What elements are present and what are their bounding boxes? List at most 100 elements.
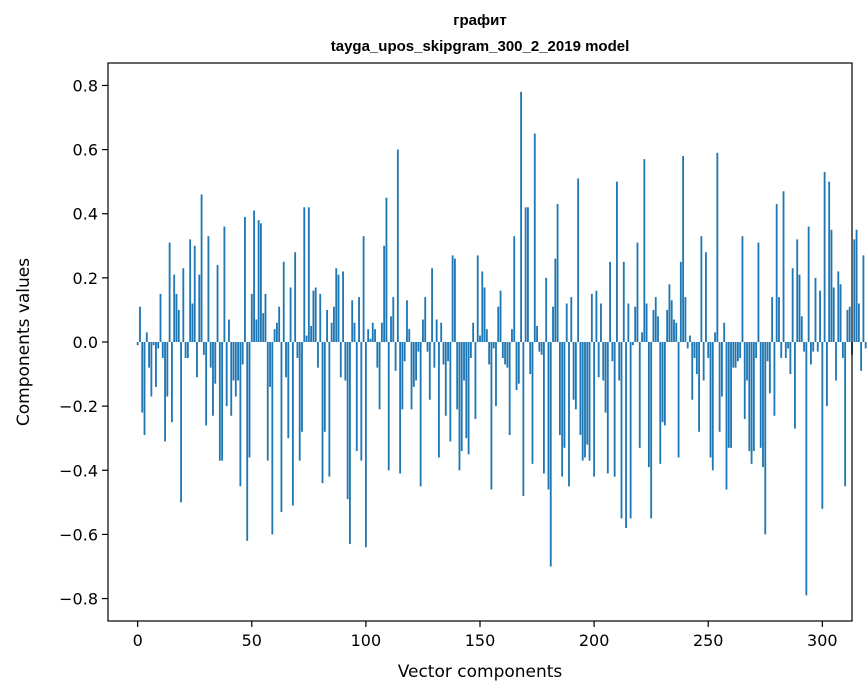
bar	[677, 342, 680, 458]
bar	[643, 159, 646, 342]
bar	[385, 197, 388, 342]
bar	[453, 258, 456, 342]
bar	[686, 342, 689, 349]
bar	[387, 342, 390, 471]
y-tick-label: 0.4	[73, 205, 98, 224]
bar	[734, 342, 737, 368]
bar	[588, 342, 591, 461]
bar	[415, 342, 418, 381]
bar	[170, 342, 173, 423]
bar	[317, 342, 319, 368]
bar	[632, 342, 634, 346]
bar	[570, 297, 573, 342]
bar	[807, 226, 810, 342]
bar	[727, 342, 730, 448]
bar	[848, 306, 851, 342]
bar	[709, 342, 712, 458]
x-axis-title: Vector components	[398, 662, 563, 682]
bar	[830, 229, 833, 342]
bar	[369, 338, 372, 342]
bar	[447, 342, 449, 362]
bar	[536, 325, 538, 342]
bar	[349, 342, 351, 545]
bar	[374, 329, 376, 342]
bar	[419, 342, 422, 487]
bar	[787, 342, 790, 349]
bar	[552, 306, 554, 342]
chart-title: графит	[453, 12, 506, 29]
bar	[184, 342, 187, 359]
bar	[743, 342, 746, 419]
bar	[821, 342, 824, 509]
bar	[593, 342, 596, 477]
bar	[433, 342, 436, 368]
x-tick-label: 250	[693, 631, 724, 650]
bar	[499, 290, 502, 342]
bar	[337, 274, 340, 342]
bar	[246, 342, 249, 541]
bar	[609, 261, 611, 342]
bar	[739, 342, 742, 359]
bar	[191, 303, 194, 342]
bar	[798, 274, 801, 342]
bar	[638, 342, 641, 448]
bar	[759, 342, 762, 448]
bar	[248, 342, 251, 458]
bar	[654, 297, 657, 342]
bar	[431, 268, 433, 342]
bar	[392, 297, 395, 342]
bar	[456, 342, 459, 410]
bar	[602, 342, 605, 381]
bar	[775, 204, 778, 342]
bar	[458, 342, 461, 471]
bar	[611, 342, 614, 362]
bar	[296, 342, 299, 359]
bar	[426, 342, 429, 352]
bar	[497, 306, 500, 342]
bar	[711, 342, 714, 471]
bar	[857, 303, 860, 342]
bar	[371, 322, 374, 342]
bar	[339, 342, 342, 378]
chart-subtitle: tayga_upos_skipgram_300_2_2019 model	[331, 38, 630, 55]
bar	[650, 342, 653, 519]
bar	[307, 207, 310, 342]
bar	[748, 342, 751, 452]
bar	[604, 342, 607, 413]
bar	[579, 342, 582, 435]
bar	[166, 342, 169, 397]
y-tick-label: 0.2	[73, 269, 98, 288]
bar	[520, 91, 522, 342]
bar	[442, 342, 445, 365]
bar	[351, 300, 354, 342]
bar	[814, 277, 817, 342]
bar	[581, 342, 584, 461]
bar	[321, 342, 324, 484]
bar	[495, 342, 497, 407]
bar	[344, 342, 347, 381]
bar	[234, 342, 237, 397]
bar	[333, 306, 335, 342]
bar	[563, 342, 566, 448]
bar	[282, 261, 285, 342]
bar	[625, 342, 627, 528]
bar	[463, 342, 465, 381]
bar	[469, 342, 472, 359]
bar	[862, 255, 865, 342]
bar	[616, 181, 618, 342]
bar	[223, 226, 226, 342]
bar	[533, 133, 536, 342]
bar	[679, 261, 682, 342]
bar	[406, 300, 408, 342]
bar	[159, 293, 162, 342]
bar	[360, 342, 363, 461]
bar	[816, 342, 819, 352]
bar	[846, 309, 849, 342]
bar	[698, 342, 701, 432]
y-tick-label: 0.0	[73, 333, 98, 352]
bar	[260, 223, 262, 342]
bar	[228, 319, 230, 342]
bar	[746, 342, 748, 381]
bar	[780, 342, 783, 359]
bar	[668, 284, 671, 342]
